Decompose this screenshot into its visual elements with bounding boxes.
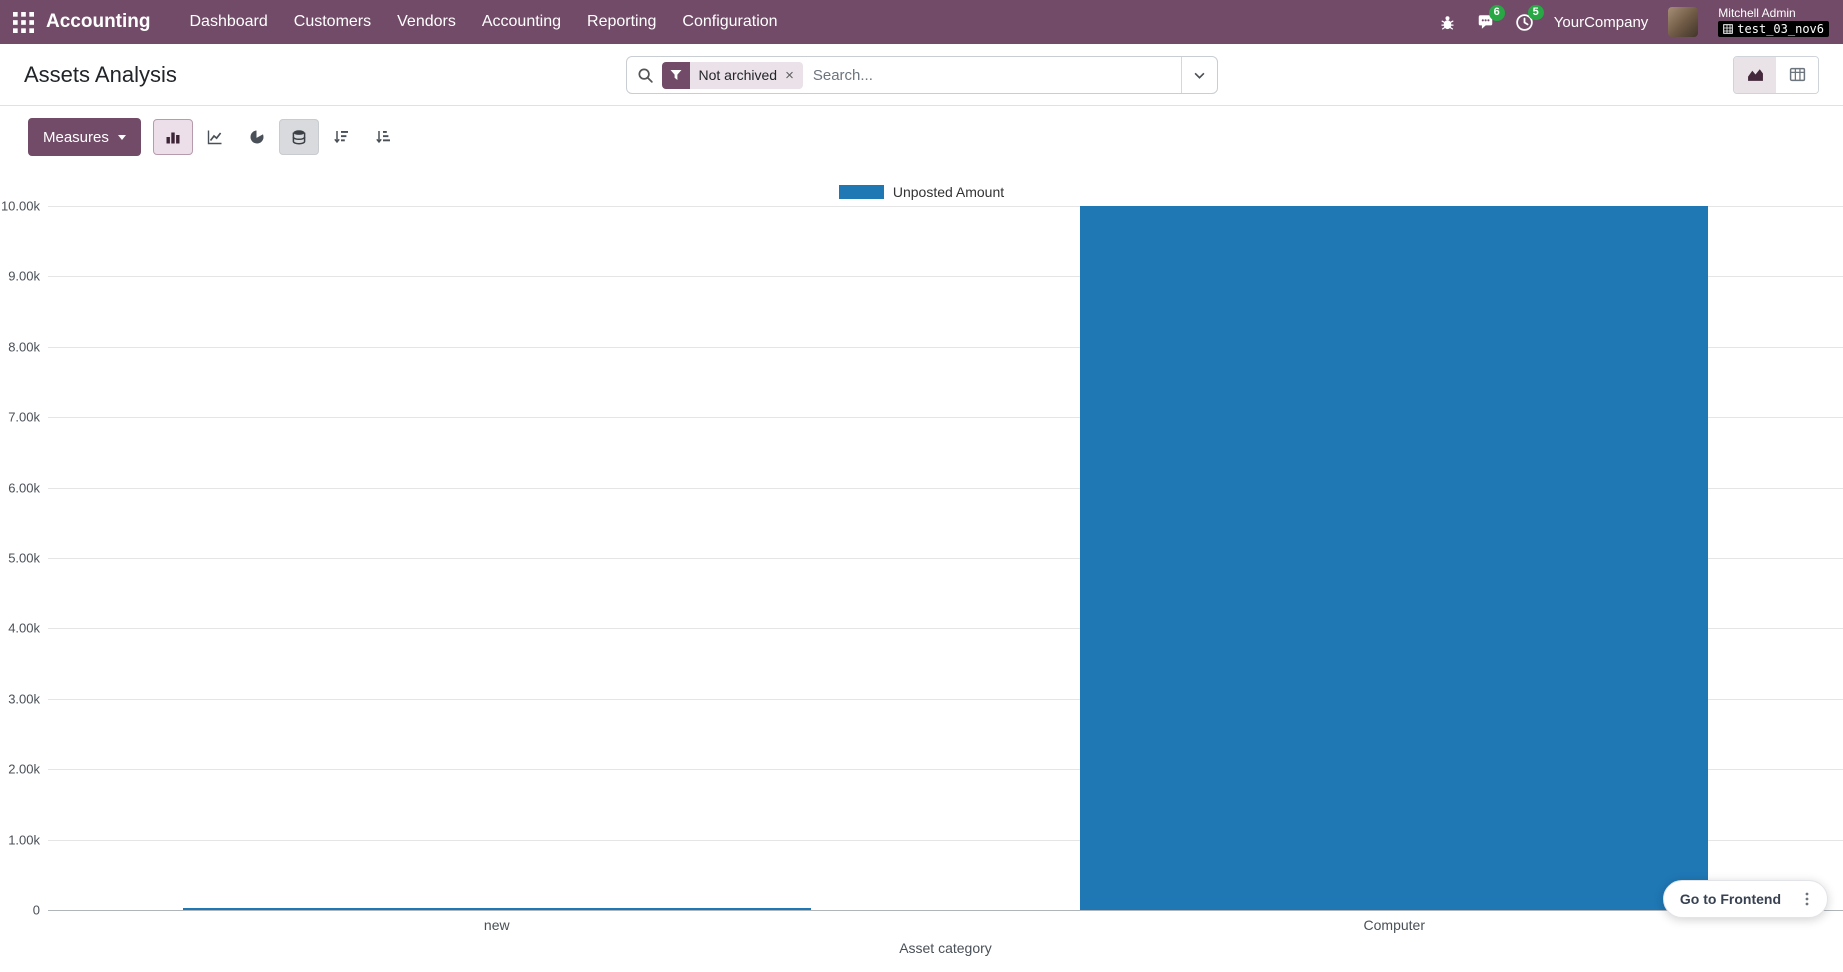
- gridline: [48, 206, 1843, 207]
- control-panel: Assets Analysis Not archived ×: [0, 44, 1843, 106]
- measures-label: Measures: [43, 128, 109, 146]
- search-dropdown-toggle[interactable]: [1180, 57, 1217, 93]
- bar-Computer[interactable]: [1080, 206, 1709, 910]
- chart-type-buttons: [152, 119, 403, 155]
- pie-chart-icon: [250, 129, 264, 144]
- filter-facet-body: Not archived ×: [689, 61, 803, 89]
- y-tick-label: 8.00k: [8, 339, 40, 355]
- nav-item-dashboard[interactable]: Dashboard: [189, 13, 268, 30]
- filter-funnel-icon: [661, 61, 690, 89]
- gridline: [48, 698, 1843, 700]
- gridline: [48, 769, 1843, 771]
- x-axis-title: Asset category: [899, 940, 992, 956]
- sort-ascending-button[interactable]: [363, 119, 403, 155]
- pie-chart-button[interactable]: [237, 119, 277, 155]
- chart: Unposted Amount 10.00k 9.00k 8.00k 7.00k 6.0…: [0, 182, 1843, 956]
- gridline: [48, 839, 1843, 841]
- chevron-down-icon: [1194, 72, 1204, 79]
- y-tick-label: 7.00k: [8, 409, 40, 425]
- y-tick-label: 0: [32, 902, 40, 918]
- bar-new[interactable]: [182, 907, 811, 910]
- user-name: Mitchell Admin: [1718, 6, 1796, 20]
- filter-facet-label: Not archived: [698, 67, 778, 83]
- remove-filter-button[interactable]: ×: [785, 66, 794, 84]
- chart-legend[interactable]: Unposted Amount: [0, 182, 1843, 202]
- view-switcher: [1733, 55, 1819, 94]
- apps-grid-icon: [12, 11, 34, 33]
- bar-chart-icon: [166, 132, 180, 144]
- pivot-view-button[interactable]: [1776, 56, 1818, 93]
- y-tick-label: 3.00k: [8, 691, 40, 707]
- debug-bug-icon[interactable]: [1439, 14, 1456, 31]
- activities-clock-icon[interactable]: 5: [1515, 4, 1544, 32]
- line-chart-button[interactable]: [195, 119, 235, 155]
- sort-descending-icon: [334, 131, 348, 144]
- gridline: [48, 487, 1843, 489]
- messages-badge: 6: [1488, 5, 1505, 21]
- gridline: [48, 417, 1843, 419]
- legend-label: Unposted Amount: [892, 184, 1005, 200]
- user-menu[interactable]: Mitchell Admin test_03_nov6: [1718, 7, 1829, 37]
- go-to-frontend-button[interactable]: Go to Frontend: [1670, 885, 1791, 913]
- database-grid-icon: [1723, 24, 1734, 34]
- frontend-pill: Go to Frontend: [1662, 880, 1828, 918]
- search-icon: [637, 67, 654, 84]
- caret-down-icon: [117, 134, 126, 140]
- app-name[interactable]: Accounting: [46, 11, 151, 32]
- y-tick-label: 4.00k: [8, 620, 40, 636]
- y-tick-label: 2.00k: [8, 761, 40, 777]
- filter-facet[interactable]: Not archived ×: [661, 61, 803, 89]
- activities-badge: 5: [1527, 4, 1544, 21]
- gridline: [48, 910, 1843, 911]
- graph-view-button[interactable]: [1734, 56, 1776, 93]
- nav-item-customers[interactable]: Customers: [293, 13, 372, 30]
- nav-item-configuration[interactable]: Configuration: [682, 13, 778, 30]
- graph-toolbar: Measures: [0, 106, 1843, 166]
- page-title: Assets Analysis: [24, 61, 177, 87]
- x-tick-label: new: [483, 917, 510, 933]
- kebab-dots-icon: [1805, 892, 1809, 906]
- gridline: [48, 558, 1843, 559]
- database-badge: test_03_nov6: [1718, 21, 1829, 37]
- bar-chart-button[interactable]: [152, 119, 193, 155]
- gridline: [48, 346, 1843, 348]
- sort-ascending-icon: [376, 131, 390, 144]
- nav-item-vendors[interactable]: Vendors: [397, 13, 456, 30]
- messages-icon[interactable]: 6: [1476, 5, 1505, 31]
- sort-descending-button[interactable]: [321, 119, 361, 155]
- top-navbar: Accounting Dashboard Customers Vendors A…: [0, 0, 1843, 44]
- x-axis-labels: new Computer: [48, 910, 1843, 936]
- line-chart-icon: [207, 130, 222, 145]
- search-input[interactable]: [802, 66, 1181, 84]
- stacked-toggle-button[interactable]: [278, 119, 319, 155]
- nav-item-reporting[interactable]: Reporting: [587, 13, 657, 30]
- gridline: [48, 628, 1843, 630]
- search-bar[interactable]: Not archived ×: [625, 56, 1218, 94]
- y-tick-label: 1.00k: [8, 832, 40, 848]
- avatar[interactable]: [1668, 7, 1699, 37]
- pivot-table-icon: [1789, 67, 1805, 82]
- database-name: test_03_nov6: [1737, 22, 1824, 36]
- y-tick-label: 6.00k: [8, 480, 40, 496]
- stacked-icon: [292, 130, 306, 145]
- chart-plot: 10.00k 9.00k 8.00k 7.00k 6.00k 5.00k 4.00k 3.00…: [1, 199, 1843, 918]
- gridline: [48, 276, 1843, 278]
- company-switcher[interactable]: YourCompany: [1553, 13, 1649, 31]
- x-tick-label: Computer: [1363, 917, 1425, 933]
- measures-button[interactable]: Measures: [28, 118, 141, 156]
- main-menu: Dashboard Customers Vendors Accounting R…: [177, 0, 791, 44]
- navbar-systray: 6 5 YourCompany Mitchell Admin test_: [1439, 4, 1829, 37]
- apps-menu-button[interactable]: [0, 0, 46, 44]
- kebab-menu-button[interactable]: [1793, 885, 1821, 913]
- nav-item-accounting[interactable]: Accounting: [481, 13, 562, 30]
- area-chart-icon: [1747, 69, 1763, 81]
- y-tick-label: 9.00k: [8, 268, 40, 284]
- y-tick-label: 5.00k: [8, 550, 40, 566]
- legend-swatch: [838, 185, 884, 199]
